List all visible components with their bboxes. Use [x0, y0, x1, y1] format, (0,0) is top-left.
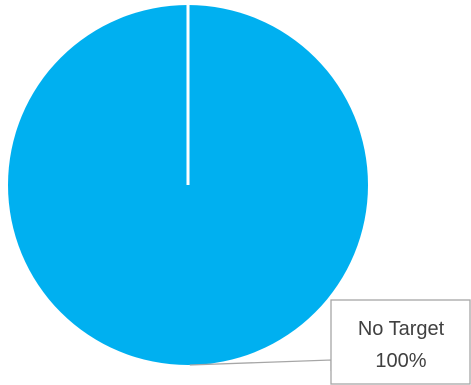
data-label-box	[330, 299, 471, 385]
data-label-category: No Target	[358, 318, 445, 340]
data-label-value: 100%	[375, 350, 426, 372]
